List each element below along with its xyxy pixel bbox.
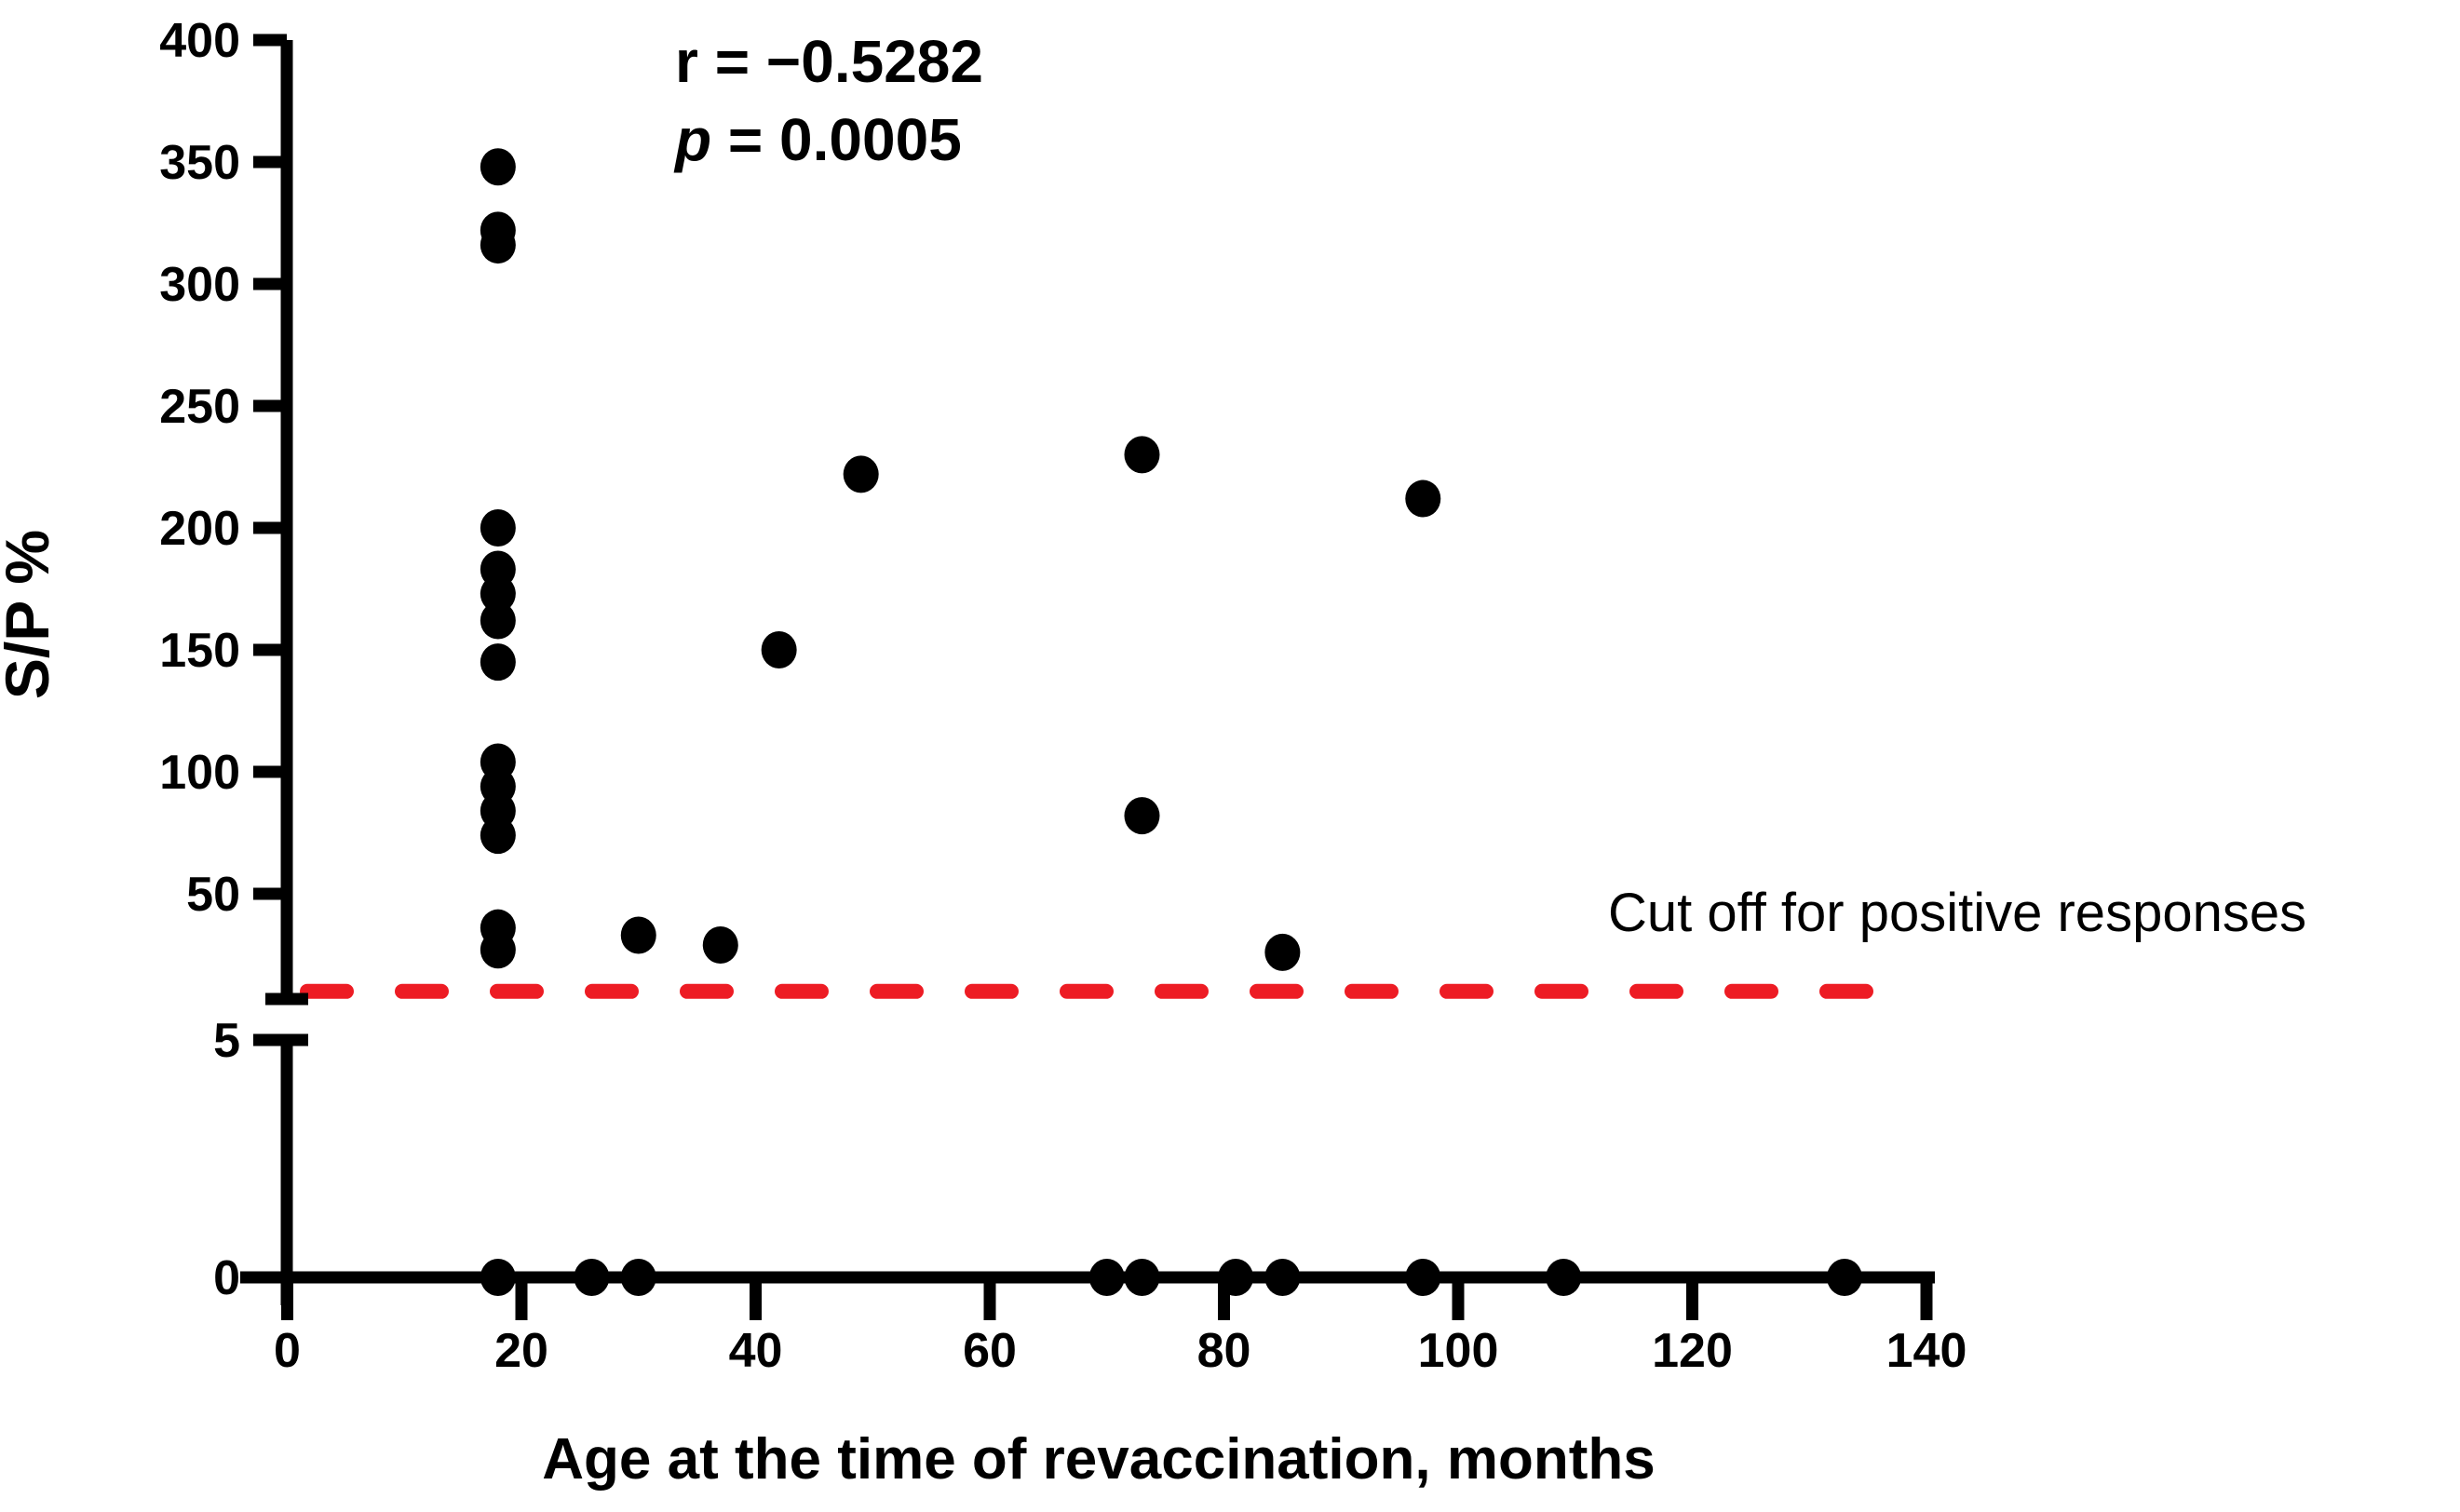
x-tick-label: 120: [1652, 1324, 1733, 1378]
data-points: [480, 148, 1862, 1296]
data-point: [702, 926, 738, 965]
y-tick-label: 50: [186, 868, 240, 922]
y-tick-label: 0: [213, 1251, 240, 1305]
data-point: [480, 509, 516, 547]
data-point: [843, 455, 879, 493]
data-point: [480, 643, 516, 682]
y-tick-label: 100: [159, 746, 240, 800]
x-tick-label: 60: [963, 1324, 1017, 1378]
data-point: [480, 574, 516, 613]
data-point: [480, 148, 516, 186]
x-tick-label: 100: [1418, 1324, 1499, 1378]
data-point: [620, 1259, 656, 1296]
y-tick-label: 300: [159, 258, 240, 312]
x-tick-label: 140: [1886, 1324, 1967, 1378]
data-point: [480, 931, 516, 969]
data-point: [1088, 1259, 1125, 1296]
data-point: [1218, 1259, 1254, 1296]
data-point: [480, 1259, 516, 1296]
y-axis-title: S/P %: [0, 530, 61, 699]
data-point: [574, 1259, 610, 1296]
y-tick-label: 150: [159, 624, 240, 678]
y-tick-label: 350: [159, 136, 240, 190]
y-tick-label: 200: [159, 502, 240, 556]
x-tick-label: 0: [274, 1324, 301, 1378]
data-point: [480, 601, 516, 640]
stat-r-annotation: r = −0.5282: [675, 28, 983, 95]
cutoff-label: Cut off for positive responses: [1608, 883, 2306, 943]
y-tick-label: 400: [159, 14, 240, 68]
data-point: [1405, 479, 1441, 518]
tick-marks: [253, 34, 1933, 1320]
stat-p-annotation: p = 0.0005: [673, 106, 962, 173]
data-point: [1264, 933, 1301, 971]
data-point: [1124, 436, 1160, 474]
x-tick-label: 40: [729, 1324, 783, 1378]
data-point: [1405, 1259, 1441, 1296]
data-point: [620, 916, 656, 954]
data-point: [1124, 797, 1160, 835]
y-tick-label: 250: [159, 380, 240, 434]
x-tick-label: 20: [494, 1324, 548, 1378]
y-tick-label: 5: [213, 1014, 240, 1068]
x-tick-label: 80: [1197, 1324, 1251, 1378]
data-point: [1264, 1259, 1301, 1296]
data-point: [761, 631, 797, 668]
data-point: [1546, 1259, 1582, 1296]
x-axis-title: Age at the time of revaccination, months: [542, 1427, 1655, 1492]
data-point: [480, 817, 516, 855]
data-point: [1124, 1259, 1160, 1296]
data-point: [1826, 1259, 1862, 1296]
data-point: [480, 226, 516, 264]
